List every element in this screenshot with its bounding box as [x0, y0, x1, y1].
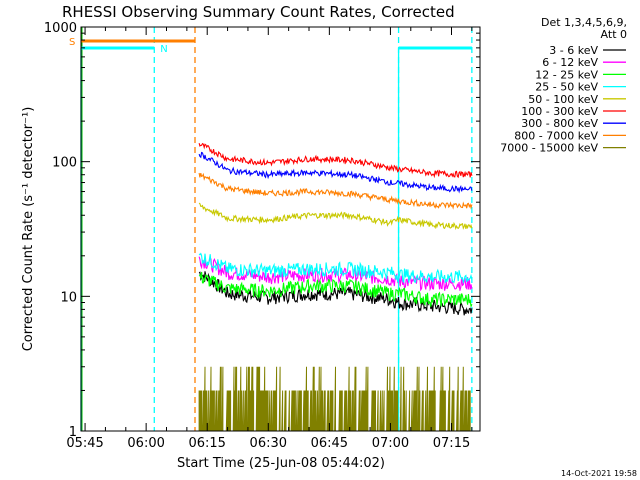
x-tick-label: 07:15	[433, 436, 470, 451]
legend-label: 800 - 7000 keV	[514, 129, 598, 142]
series-line-4	[198, 202, 473, 231]
legend-header-line-2: Att 0	[601, 28, 627, 41]
legend-label: 7000 - 15000 keV	[500, 142, 598, 155]
series-line-0	[198, 271, 473, 316]
chart-title: RHESSI Observing Summary Count Rates, Co…	[62, 3, 455, 21]
legend-label: 50 - 100 keV	[528, 93, 598, 106]
legend-label: 3 - 6 keV	[549, 44, 598, 57]
series-line-5	[198, 142, 473, 179]
x-axis-label: Start Time (25-Jun-08 05:44:02)	[177, 456, 385, 471]
series-line-7	[198, 172, 473, 210]
y-tick-label: 100	[52, 156, 77, 171]
series-line-3	[198, 252, 473, 285]
series-line-1	[198, 256, 473, 292]
legend-label: 300 - 800 keV	[521, 117, 598, 130]
x-tick-label: 06:45	[311, 436, 348, 451]
legend-label: 100 - 300 keV	[521, 105, 598, 118]
plot-layer: SN	[69, 27, 473, 432]
y-axis-label: Corrected Count Rate (s⁻¹ detector⁻¹)	[21, 107, 36, 352]
series-line-8	[198, 366, 472, 432]
x-tick-label: 06:00	[127, 436, 164, 451]
legend-label: 12 - 25 keV	[535, 68, 598, 81]
x-tick-label: 05:45	[66, 436, 103, 451]
x-axis: 05:45 06:00 06:15 06:30 06:45 07:00 07:15	[66, 27, 473, 451]
footer-date: 14-Oct-2021 19:58	[561, 469, 637, 478]
legend-label: 6 - 12 keV	[542, 56, 598, 69]
series-line-2	[198, 271, 473, 307]
x-tick-label: 07:00	[372, 436, 409, 451]
y-tick-label: 10	[60, 290, 77, 305]
y-tick-label: 1000	[44, 21, 77, 36]
flag-label-n: N	[160, 44, 167, 55]
legend-header-line-1: Det 1,3,4,5,6,9,	[541, 16, 627, 29]
legend-header: Det 1,3,4,5,6,9, Att 0	[541, 16, 627, 41]
legend-label: 25 - 50 keV	[535, 81, 598, 94]
y-tick-label: 1	[69, 425, 77, 440]
series-line-6	[198, 151, 473, 194]
x-tick-label: 06:30	[250, 436, 287, 451]
flag-label-s: S	[69, 37, 75, 48]
plot-frame	[80, 26, 481, 432]
x-tick-label: 06:15	[188, 436, 225, 451]
y-axis: 1 10 100 1000	[44, 21, 480, 440]
